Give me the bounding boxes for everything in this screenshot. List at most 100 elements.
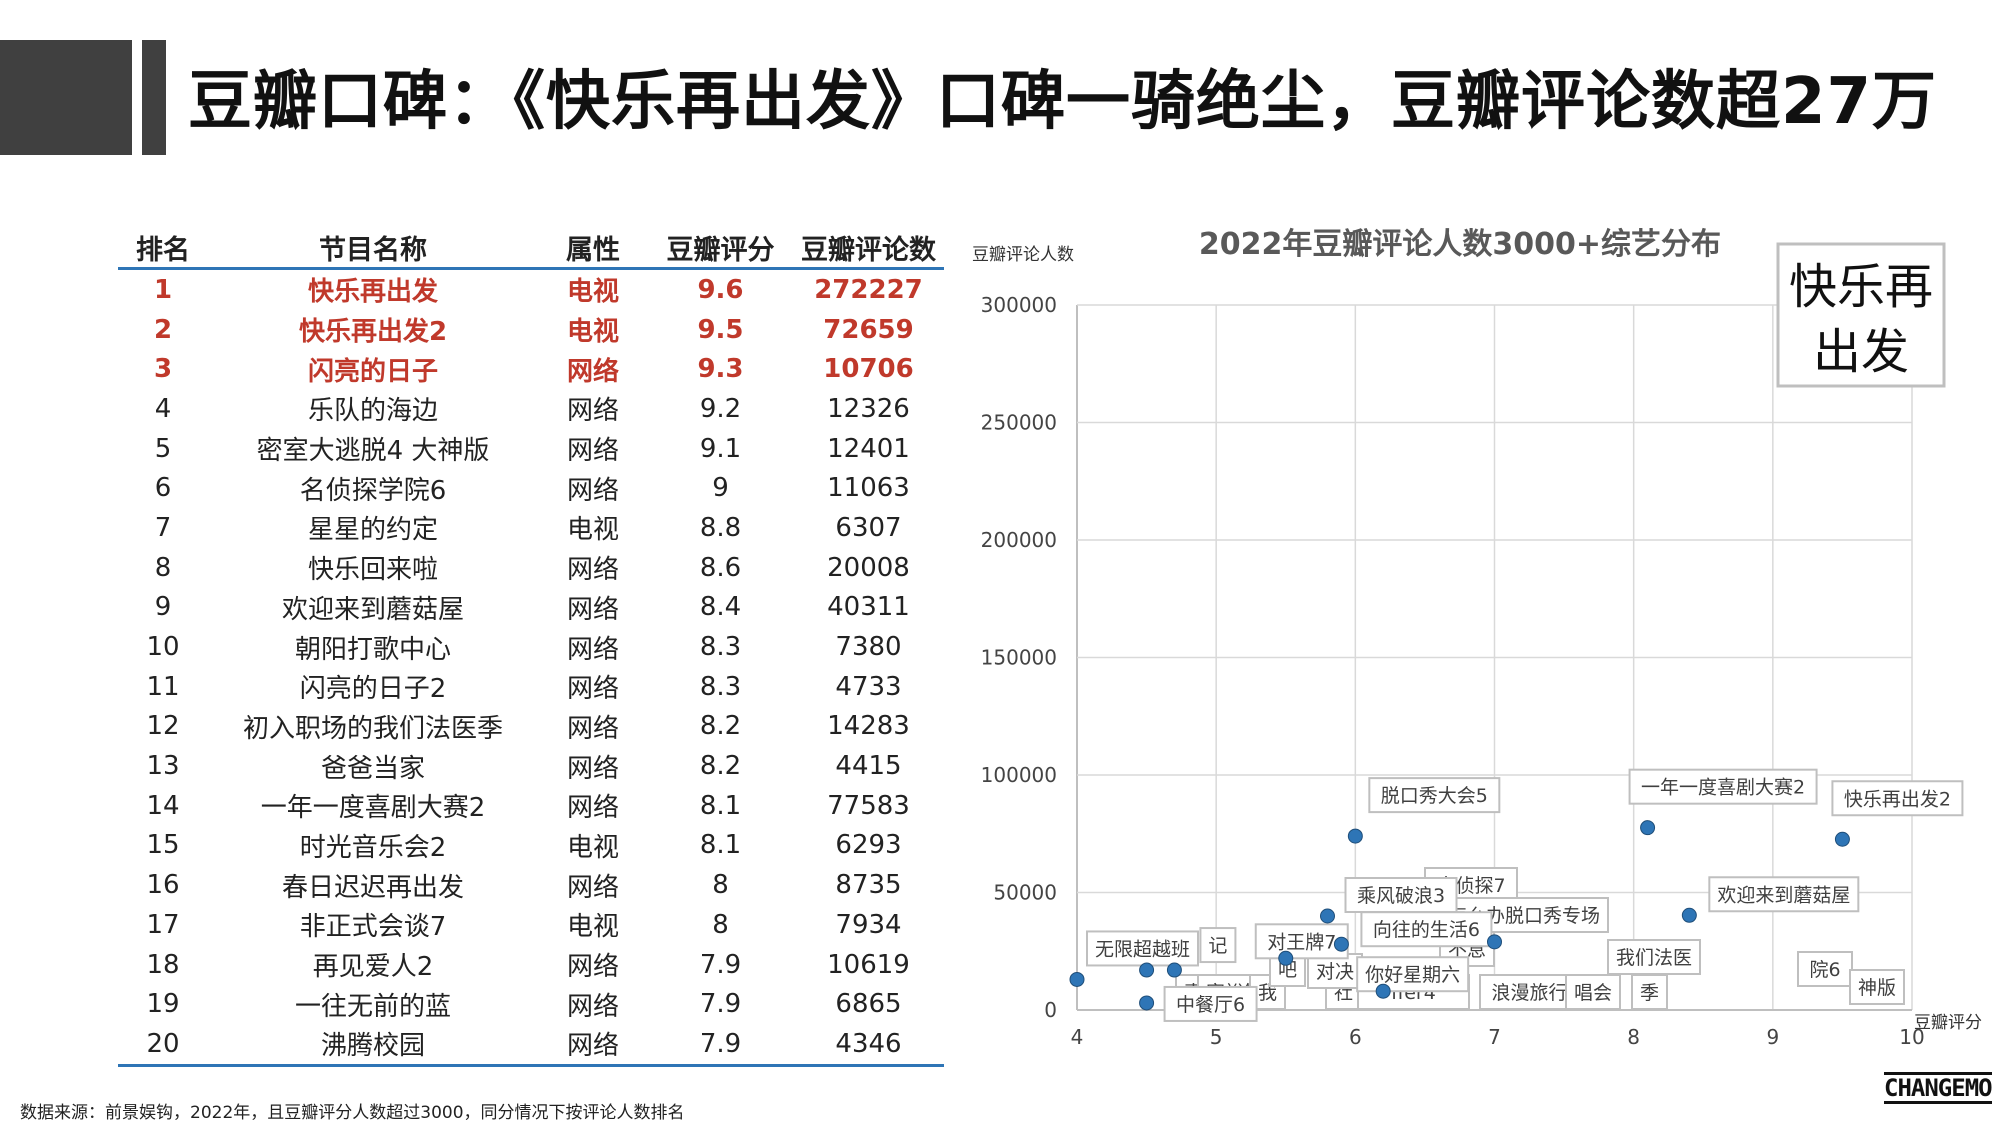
data-point: [1347, 828, 1363, 844]
cell-reviews: 12401: [827, 433, 910, 464]
cell-rank: 10: [146, 632, 180, 663]
data-label-text: 对王牌7: [1267, 931, 1336, 953]
cell-name: 快乐再出发: [307, 277, 438, 308]
cell-name: 春日迟迟再出发: [281, 872, 464, 903]
table-row: 5 密室大逃脱4 大神版 网络 9.1 12401: [118, 429, 944, 469]
table-row: 11 闪亮的日子2 网络 8.3 4733: [118, 667, 944, 707]
table-header-row: 排名 节目名称 属性 豆瓣评分 豆瓣评论数: [118, 228, 944, 270]
header-score: 豆瓣评分: [648, 228, 793, 270]
cell-score: 9.2: [699, 393, 742, 424]
cell-score: 9.3: [697, 354, 744, 385]
y-tick-label: 250000: [981, 411, 1057, 435]
cell-name: 爸爸当家: [320, 753, 425, 784]
ranking-table: 排名 节目名称 属性 豆瓣评分 豆瓣评论数 1 快乐再出发 电视 9.6 272227 2…: [118, 228, 944, 1067]
data-label-text: 唱会: [1574, 982, 1612, 1004]
cell-type: 网络: [566, 793, 619, 824]
cell-name: 再见爱人2: [312, 952, 434, 983]
header-name: 节目名称: [208, 228, 538, 270]
cell-score: 8.1: [699, 830, 742, 861]
chart-title: 2022年豆瓣评论人数3000+综艺分布: [1199, 227, 1721, 262]
data-label: 对王牌7: [1254, 923, 1349, 960]
cell-score: 7.9: [699, 949, 742, 980]
table-row: 8 快乐回来啦 网络 8.6 20008: [118, 548, 944, 588]
cell-score: 8.6: [699, 552, 742, 583]
cell-type: 电视: [566, 515, 619, 546]
cell-score: 8.8: [699, 512, 742, 543]
data-label: 向往的生活6: [1360, 911, 1493, 948]
cell-rank: 6: [154, 473, 172, 504]
table-row: 18 再见爱人2 网络 7.9 10619: [118, 945, 944, 985]
cell-rank: 13: [146, 751, 180, 782]
header-rank: 排名: [118, 228, 208, 270]
data-label: 我们法医: [1607, 939, 1701, 975]
cell-rank: 3: [153, 354, 173, 385]
cell-name: 快乐再出发2: [298, 317, 448, 348]
cell-name: 名侦探学院6: [299, 475, 447, 506]
cell-type: 网络: [566, 356, 619, 387]
data-label: 一年一度喜剧大赛2: [1628, 768, 1818, 805]
cell-rank: 16: [146, 870, 180, 901]
header-type: 属性: [538, 228, 648, 270]
cell-reviews: 6293: [835, 830, 902, 861]
cell-type: 电视: [566, 832, 619, 863]
cell-score: 7.9: [699, 989, 742, 1020]
cell-name: 沸腾校园: [208, 1024, 538, 1067]
cell-score: 9.6: [697, 274, 744, 305]
cell-reviews: 6307: [835, 512, 902, 543]
data-label-text: 浪漫旅行6: [1491, 982, 1579, 1004]
data-label-text: 脱口秀大会5: [1381, 785, 1488, 807]
cell-name: 乐队的海边: [307, 396, 438, 427]
data-label: 乘风破浪3: [1344, 877, 1458, 913]
cell-type: 网络: [566, 594, 619, 625]
data-label-text: 我: [1258, 982, 1277, 1004]
table-row: 7 星星的约定 电视 8.8 6307: [118, 508, 944, 548]
data-label: 神版: [1849, 969, 1905, 1005]
cell-name: 初入职场的我们法医季: [242, 713, 503, 744]
cell-type: 网络: [566, 872, 619, 903]
cell-reviews: 7380: [835, 632, 902, 663]
scatter-chart: 2022年豆瓣评论人数3000+综艺分布 豆瓣评论人数 豆瓣评分 4 5 6 7 8 9 1…: [972, 227, 1982, 1049]
table-row: 15 时光音乐会2 电视 8.1 6293: [118, 826, 944, 866]
callout-line-1: 快乐再: [1789, 259, 1933, 315]
cell-name: 密室大逃脱4 大神版: [256, 436, 490, 467]
cell-reviews: 10619: [827, 949, 910, 980]
cell-rank: 14: [146, 790, 180, 821]
cell-score: 9: [712, 473, 729, 504]
data-point: [1640, 820, 1656, 836]
cell-rank: 9: [154, 592, 172, 623]
table-row: 6 名侦探学院6 网络 9 11063: [118, 468, 944, 508]
cell-rank: 1: [153, 274, 173, 305]
cell-rank: 11: [146, 671, 180, 702]
cell-type: 网络: [566, 436, 619, 467]
y-tick-label: 100000: [981, 763, 1057, 787]
x-tick-label: 10: [1899, 1025, 1924, 1049]
table-row: 13 爸爸当家 网络 8.2 4415: [118, 746, 944, 786]
cell-score: 9.1: [699, 433, 742, 464]
data-label-text: 快乐再出发2: [1844, 788, 1951, 810]
cell-type: 电视: [566, 277, 619, 308]
cell-reviews: 20008: [827, 552, 910, 583]
x-tick-label: 4: [1071, 1025, 1084, 1049]
data-label-text: 院6: [1809, 959, 1840, 981]
cell-rank: 5: [154, 433, 172, 464]
cell-rank: 18: [146, 949, 180, 980]
cell-reviews: 4733: [835, 671, 902, 702]
callout-line-2: 出发: [1813, 324, 1909, 380]
cell-rank: 8: [154, 552, 172, 583]
cell-type: 网络: [566, 991, 619, 1022]
y-tick-label: 300000: [981, 293, 1057, 317]
data-point: [1069, 971, 1085, 987]
data-point: [1487, 934, 1502, 950]
data-label-text: 你好星期六: [1365, 964, 1460, 986]
data-label-text: 乘风破浪3: [1357, 885, 1445, 907]
cell-name: 时光音乐会2: [299, 832, 447, 863]
title-accent-block: [0, 40, 132, 155]
cell-score: 8: [712, 909, 729, 940]
cell-name: 欢迎来到蘑菇屋: [281, 594, 464, 625]
cell-score: 9.5: [697, 314, 744, 345]
x-tick-label: 7: [1488, 1025, 1501, 1049]
y-axis-label: 豆瓣评论人数: [972, 245, 1074, 265]
x-tick-label: 8: [1627, 1025, 1640, 1049]
data-label: 快乐再出发2: [1831, 780, 1964, 817]
data-point: [1278, 950, 1294, 966]
